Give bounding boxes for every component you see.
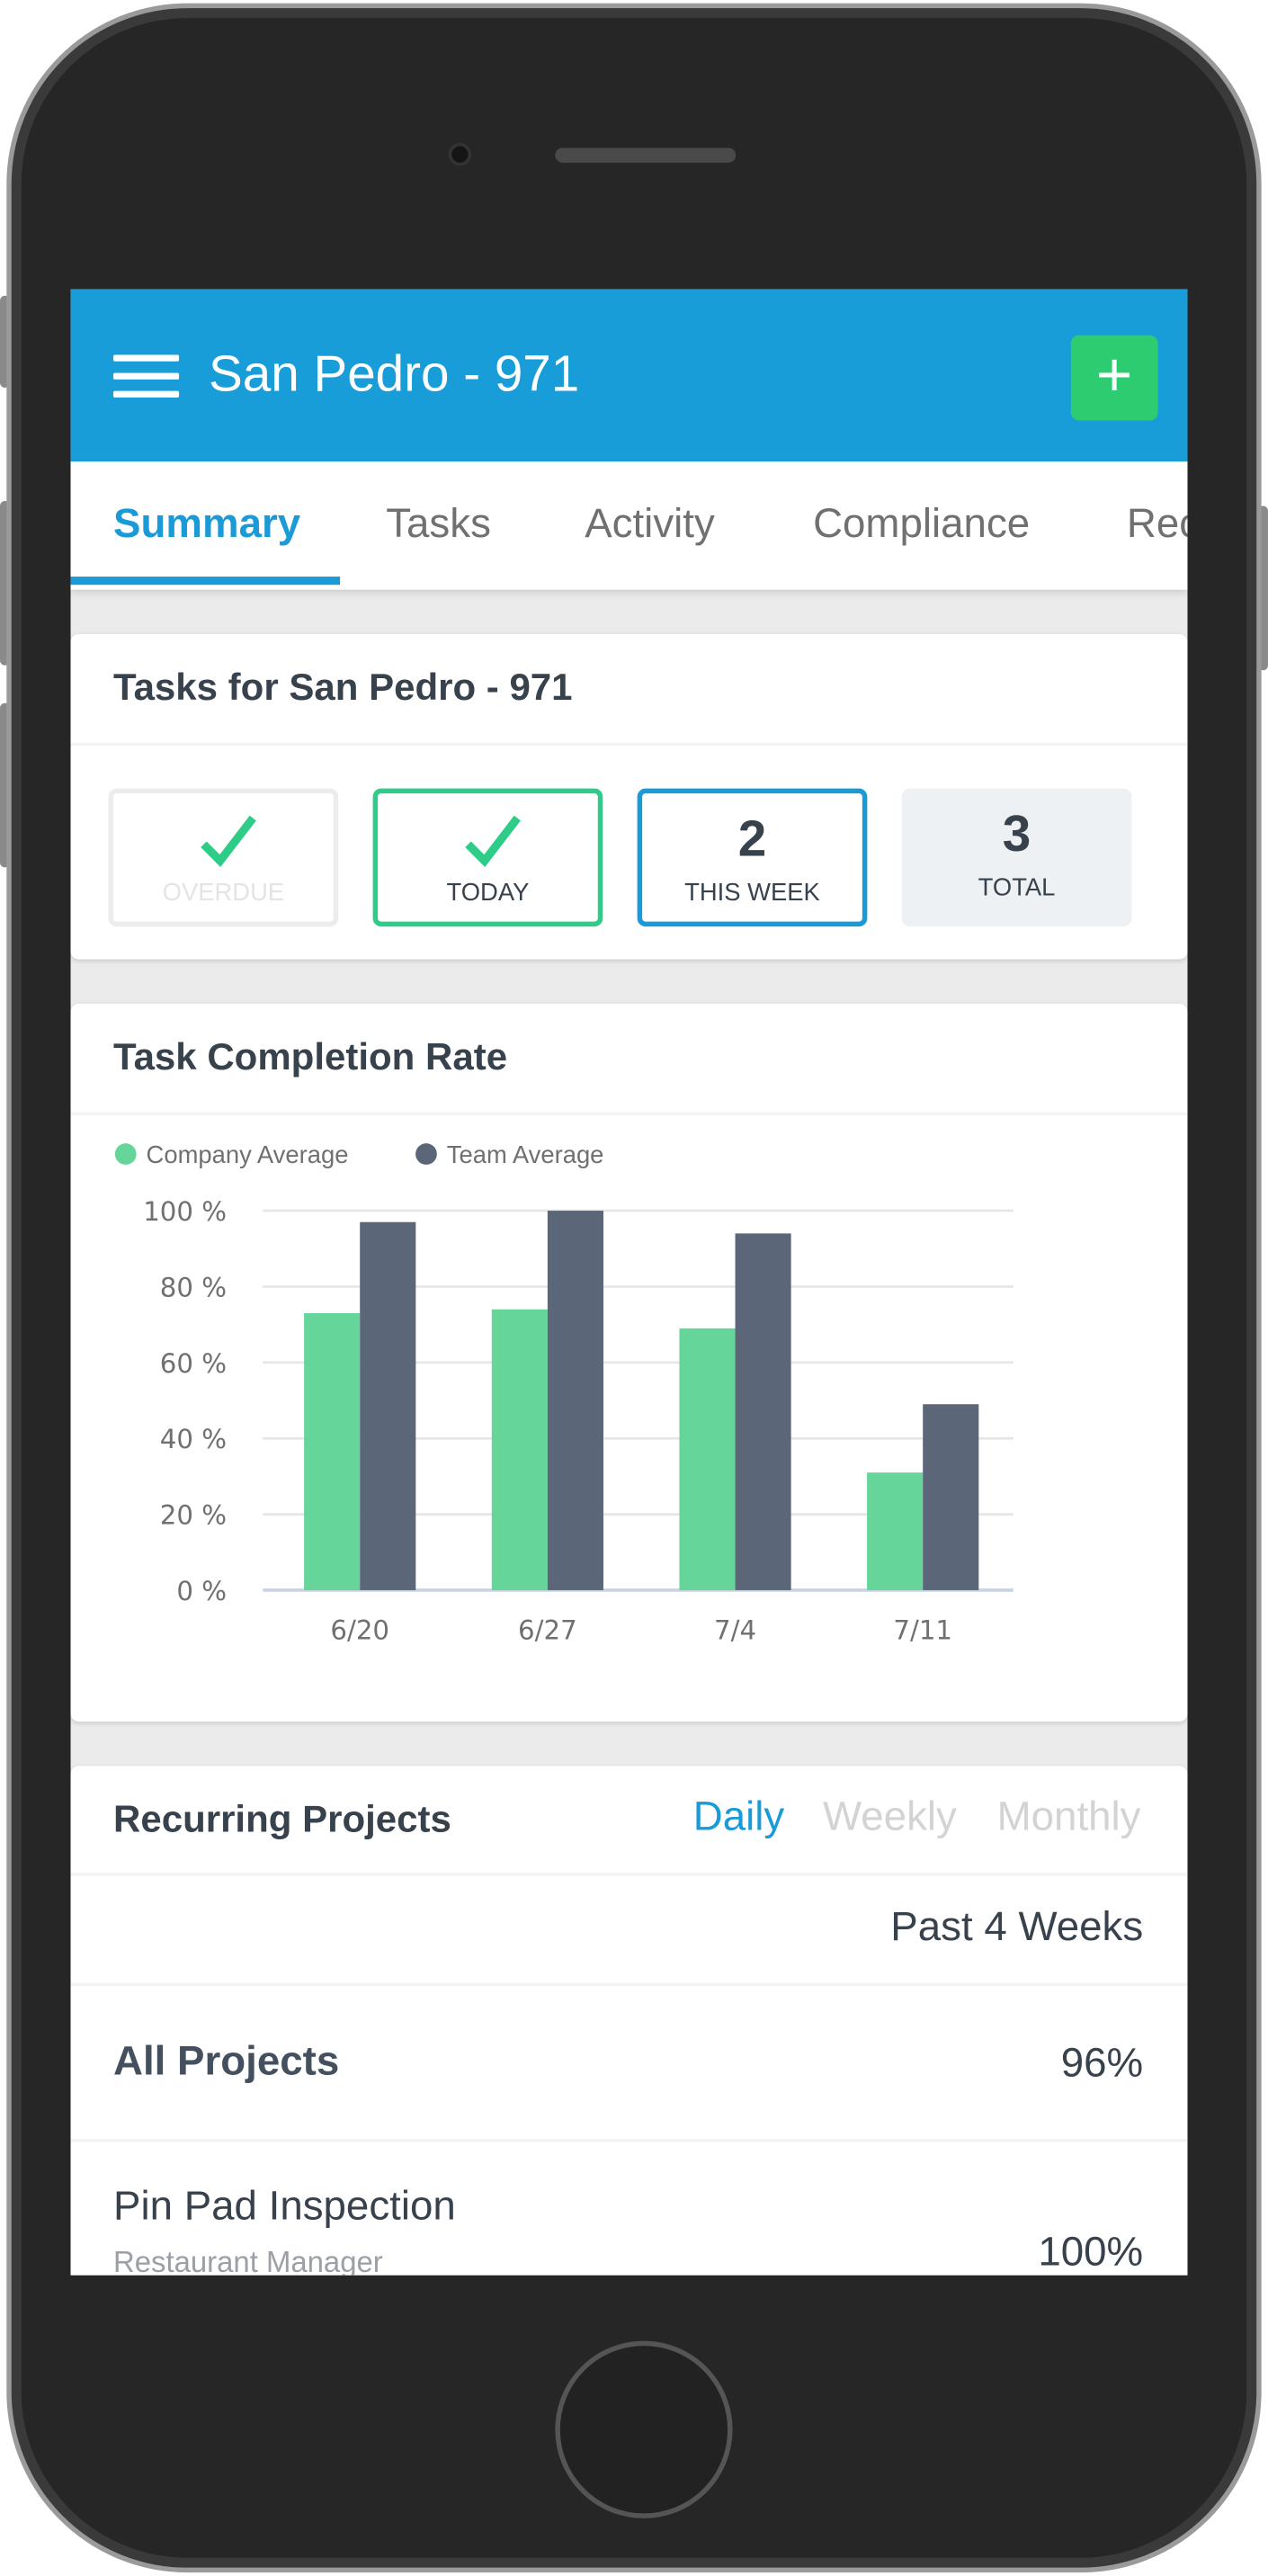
power-button <box>1258 505 1268 671</box>
divider <box>70 1982 1188 1987</box>
stat-label: TODAY <box>446 879 530 908</box>
camera <box>448 142 472 166</box>
speaker <box>555 148 737 163</box>
project-value: 100% <box>1038 2229 1144 2276</box>
stat-value: 2 <box>737 809 767 868</box>
volume-down-button <box>0 702 10 868</box>
x-tick-label: 6/20 <box>330 1615 389 1646</box>
stat-today[interactable]: TODAY <box>372 788 603 927</box>
y-tick-label: 80 % <box>160 1272 227 1302</box>
y-tick-label: 40 % <box>160 1424 227 1454</box>
tasks-card: Tasks for San Pedro - 971 OVERDUE TODAY … <box>70 633 1188 960</box>
divider <box>70 2138 1188 2142</box>
stat-total[interactable]: 3 TOTAL <box>901 788 1132 927</box>
completion-card-title: Task Completion Rate <box>113 1034 508 1078</box>
legend-label: Company Average <box>146 1141 349 1170</box>
completion-chart: 0 % 20 % 40 % 60 % 80 % 100 % 6/20 6/27 7/4 7/11 <box>143 1196 1014 1646</box>
bar-team-average <box>547 1211 603 1590</box>
divider <box>70 1873 1188 1876</box>
bar-company-average <box>679 1328 736 1590</box>
completion-card: Task Completion Rate Company Average Tea… <box>70 1003 1188 1722</box>
tab-tasks[interactable]: Tasks <box>386 501 491 548</box>
bar-team-average <box>735 1233 791 1590</box>
legend-dot <box>415 1143 437 1165</box>
bar-team-average <box>923 1404 979 1590</box>
menu-icon[interactable] <box>113 354 180 398</box>
recurring-card: Recurring Projects Daily Weekly Monthly … <box>70 1766 1188 2276</box>
period-daily[interactable]: Daily <box>692 1793 785 1840</box>
divider <box>70 742 1188 747</box>
check-icon <box>465 815 521 867</box>
stat-overdue[interactable]: OVERDUE <box>108 788 339 927</box>
period-weekly[interactable]: Weekly <box>823 1793 957 1840</box>
page-title: San Pedro - 971 <box>208 344 580 403</box>
tasks-card-title: Tasks for San Pedro - 971 <box>113 665 573 709</box>
y-tick-label: 20 % <box>160 1500 227 1531</box>
stat-label: OVERDUE <box>162 879 285 908</box>
mute-switch <box>0 295 10 389</box>
tab-bar: Summary Tasks Activity Compliance Rec <box>70 461 1188 590</box>
bar-team-average <box>360 1221 416 1590</box>
legend-dot <box>114 1143 137 1165</box>
bar-company-average <box>867 1472 924 1590</box>
y-tick-label: 0 % <box>176 1576 227 1606</box>
x-tick-label: 6/27 <box>518 1615 577 1646</box>
legend-company[interactable]: Company Average <box>114 1141 349 1170</box>
tab-activity[interactable]: Activity <box>585 501 715 548</box>
volume-up-button <box>0 501 10 666</box>
project-role: Restaurant Manager <box>113 2245 383 2276</box>
bar-company-average <box>491 1309 548 1590</box>
y-tick-label: 100 % <box>143 1196 227 1227</box>
tab-summary[interactable]: Summary <box>113 501 301 548</box>
legend-label: Team Average <box>446 1141 604 1170</box>
home-button[interactable] <box>555 2340 733 2518</box>
divider <box>70 1112 1188 1116</box>
stat-label: THIS WEEK <box>684 879 820 908</box>
app-header: San Pedro - 971 + <box>70 289 1188 462</box>
project-name[interactable]: All Projects <box>113 2038 340 2085</box>
active-tab-indicator <box>70 577 341 586</box>
stat-label: TOTAL <box>978 873 1056 902</box>
period-monthly[interactable]: Monthly <box>996 1793 1141 1840</box>
recurring-card-title: Recurring Projects <box>113 1797 451 1840</box>
app-screen: San Pedro - 971 + Summary Tasks Activity… <box>70 289 1188 2276</box>
stat-this-week[interactable]: 2 THIS WEEK <box>637 788 868 927</box>
range-label: Past 4 Weeks <box>890 1903 1144 1950</box>
tab-compliance[interactable]: Compliance <box>813 501 1031 548</box>
bar-company-average <box>304 1312 361 1590</box>
y-tick-label: 60 % <box>160 1348 227 1379</box>
check-icon <box>201 815 256 867</box>
tab-reports[interactable]: Rec <box>1126 501 1188 548</box>
project-name[interactable]: Pin Pad Inspection <box>113 2183 456 2230</box>
x-tick-label: 7/4 <box>714 1615 756 1646</box>
legend-team[interactable]: Team Average <box>415 1141 603 1169</box>
stat-value: 3 <box>1002 804 1031 863</box>
x-tick-label: 7/11 <box>893 1615 952 1646</box>
add-button[interactable]: + <box>1070 335 1158 421</box>
project-value: 96% <box>1060 2040 1144 2087</box>
